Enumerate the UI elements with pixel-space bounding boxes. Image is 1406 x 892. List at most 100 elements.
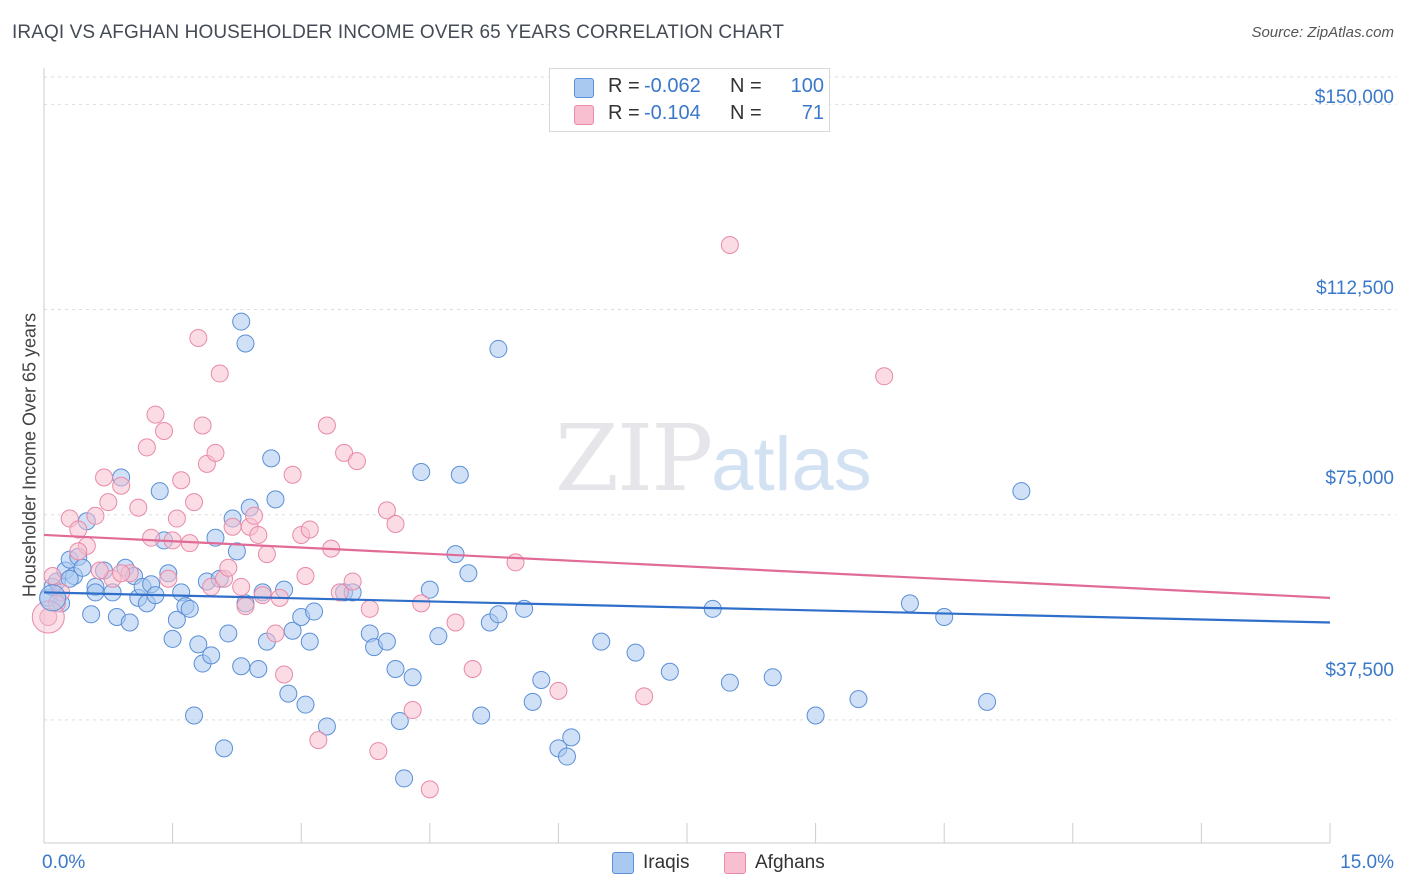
data-point-afghans bbox=[249, 525, 268, 544]
data-point-iraqis bbox=[390, 711, 409, 730]
data-point-afghans bbox=[386, 515, 405, 534]
data-point-iraqis bbox=[459, 564, 478, 583]
data-point-iraqis bbox=[403, 668, 422, 687]
bottom-legend-label-iraqis: Iraqis bbox=[643, 852, 690, 873]
data-point-iraqis bbox=[227, 542, 246, 561]
data-point-iraqis bbox=[472, 706, 491, 725]
data-point-afghans bbox=[300, 520, 319, 539]
data-point-afghans bbox=[420, 780, 439, 799]
data-point-iraqis bbox=[849, 690, 868, 709]
data-point-iraqis bbox=[1012, 482, 1031, 501]
data-point-afghans bbox=[142, 528, 161, 547]
data-point-iraqis bbox=[189, 635, 208, 654]
data-point-afghans bbox=[95, 468, 114, 487]
data-point-iraqis bbox=[720, 673, 739, 692]
watermark-zip: ZIP bbox=[555, 405, 713, 512]
data-point-iraqis bbox=[900, 594, 919, 613]
legend-n-value: 100 bbox=[790, 75, 824, 97]
data-point-afghans bbox=[223, 517, 242, 536]
data-point-iraqis bbox=[377, 632, 396, 651]
data-point-iraqis bbox=[317, 717, 336, 736]
data-point-iraqis bbox=[305, 602, 324, 621]
data-point-iraqis bbox=[763, 668, 782, 687]
data-point-iraqis bbox=[429, 627, 448, 646]
legend-r-value: -0.104 bbox=[644, 102, 701, 124]
data-point-iraqis bbox=[82, 605, 101, 624]
data-point-iraqis bbox=[262, 449, 281, 468]
data-point-iraqis bbox=[557, 747, 576, 766]
data-point-afghans bbox=[335, 443, 354, 462]
data-point-iraqis bbox=[202, 646, 221, 665]
data-point-iraqis bbox=[386, 660, 405, 679]
data-point-afghans bbox=[506, 553, 525, 572]
data-point-afghans bbox=[112, 476, 131, 495]
data-point-iraqis bbox=[532, 670, 551, 689]
legend-n-value: 71 bbox=[801, 102, 824, 124]
data-point-afghans bbox=[253, 586, 272, 605]
data-point-iraqis bbox=[660, 662, 679, 681]
data-point-afghans bbox=[549, 681, 568, 700]
watermark-atlas: atlas bbox=[711, 422, 872, 507]
y-tick-label: $37,500 bbox=[1325, 660, 1394, 681]
data-point-afghans bbox=[210, 364, 229, 383]
x-tick-label: 0.0% bbox=[42, 852, 86, 873]
data-point-afghans bbox=[43, 566, 62, 585]
data-point-afghans bbox=[283, 465, 302, 484]
trend-line-afghans bbox=[43, 533, 1331, 599]
bottom-legend-swatch-iraqis bbox=[612, 852, 634, 874]
chart-title: IRAQI VS AFGHAN HOUSEHOLDER INCOME OVER … bbox=[12, 22, 785, 43]
data-point-iraqis bbox=[266, 490, 285, 509]
correlation-legend: R = -0.062 N = 100 R = -0.104 N = 71 bbox=[549, 68, 830, 132]
data-point-iraqis bbox=[562, 728, 581, 747]
data-point-afghans bbox=[112, 564, 131, 583]
y-tick-label: $75,000 bbox=[1325, 468, 1394, 489]
data-point-iraqis bbox=[279, 684, 298, 703]
data-point-iraqis bbox=[185, 706, 204, 725]
data-point-afghans bbox=[232, 577, 251, 596]
legend-swatch-afghans bbox=[574, 105, 594, 125]
legend-swatch-iraqis bbox=[574, 78, 594, 98]
trend-line-iraqis bbox=[43, 591, 1331, 624]
x-tick-label: 15.0% bbox=[1340, 852, 1394, 873]
data-point-iraqis bbox=[249, 660, 268, 679]
data-point-iraqis bbox=[163, 629, 182, 648]
data-point-afghans bbox=[236, 597, 255, 616]
y-tick-label: $112,500 bbox=[1316, 278, 1394, 299]
data-point-iraqis bbox=[978, 692, 997, 711]
data-point-afghans bbox=[317, 416, 336, 435]
data-point-afghans bbox=[369, 742, 388, 761]
watermark: ZIPatlas bbox=[555, 405, 872, 512]
data-point-iraqis bbox=[236, 334, 255, 353]
data-point-afghans bbox=[403, 701, 422, 720]
data-point-afghans bbox=[90, 561, 109, 580]
bottom-legend-label-afghans: Afghans bbox=[755, 852, 825, 873]
data-point-iraqis bbox=[232, 657, 251, 676]
data-point-iraqis bbox=[592, 632, 611, 651]
data-point-iraqis bbox=[420, 580, 439, 599]
data-point-afghans bbox=[219, 558, 238, 577]
data-point-afghans bbox=[463, 660, 482, 679]
data-point-afghans bbox=[347, 452, 366, 471]
legend-n-label: N = bbox=[730, 102, 762, 124]
data-point-afghans bbox=[155, 422, 174, 441]
data-point-afghans bbox=[69, 542, 88, 561]
data-point-afghans bbox=[446, 613, 465, 632]
data-point-afghans bbox=[257, 545, 276, 564]
data-point-iraqis bbox=[489, 605, 508, 624]
data-point-iraqis bbox=[150, 482, 169, 501]
data-point-afghans bbox=[275, 665, 294, 684]
data-point-iraqis bbox=[626, 643, 645, 662]
data-point-iraqis bbox=[73, 558, 92, 577]
data-point-iraqis bbox=[450, 465, 469, 484]
data-point-afghans bbox=[412, 594, 431, 613]
data-point-iraqis bbox=[167, 610, 186, 629]
legend-r-label: R = bbox=[608, 102, 640, 124]
data-point-iraqis bbox=[523, 692, 542, 711]
data-point-afghans bbox=[330, 583, 349, 602]
data-point-afghans bbox=[137, 438, 156, 457]
data-point-iraqis bbox=[120, 613, 139, 632]
data-point-afghans bbox=[296, 566, 315, 585]
cluster-point-iraqis bbox=[39, 584, 67, 612]
data-point-afghans bbox=[185, 493, 204, 512]
